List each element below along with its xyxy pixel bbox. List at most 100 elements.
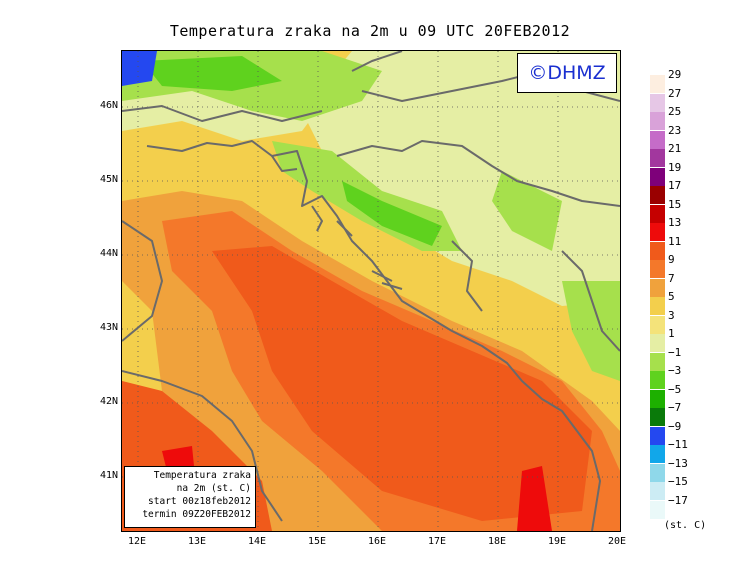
lon-label: 16E <box>367 536 387 547</box>
legend-label: 15 <box>668 197 682 211</box>
legend-row: 3 <box>650 309 738 334</box>
lon-label: 12E <box>127 536 147 547</box>
lat-label: 41N <box>99 470 118 481</box>
legend-row: −13 <box>650 457 738 482</box>
legend-swatch <box>650 75 665 93</box>
legend-swatch <box>650 112 665 130</box>
legend-swatch <box>650 482 665 500</box>
legend-row: −15 <box>650 476 738 500</box>
legend-row: −5 <box>650 383 738 408</box>
legend-swatch <box>650 315 665 334</box>
legend-swatch <box>650 204 665 223</box>
legend-row: 23 <box>650 124 738 149</box>
legend-row: −11 <box>650 439 738 463</box>
field-east-green <box>562 281 620 381</box>
legend-row: −3 <box>650 365 738 389</box>
legend-row: 29 <box>650 69 738 93</box>
lat-label: 46N <box>99 100 118 111</box>
legend-row: 19 <box>650 161 738 186</box>
map-title: Temperatura zraka na 2m u 09 UTC 20FEB20… <box>169 22 571 40</box>
legend-swatch <box>650 93 665 112</box>
legend-label: 9 <box>668 253 675 266</box>
legend-label: −13 <box>668 456 688 470</box>
legend-swatch <box>650 130 665 149</box>
legend-swatch <box>650 260 665 278</box>
dhmz-credit: ©DHMZ <box>517 53 617 93</box>
field-alps-green-dark <box>142 56 282 91</box>
legend-label: 1 <box>668 327 675 340</box>
legend-swatch <box>650 297 665 315</box>
legend-swatch <box>650 334 665 352</box>
legend-row: 25 <box>650 106 738 130</box>
legend-swatch <box>650 167 665 186</box>
legend-row: 11 <box>650 235 738 260</box>
legend-row: 21 <box>650 143 738 167</box>
legend-label: 25 <box>668 105 682 118</box>
legend-row: 5 <box>650 291 738 315</box>
map-canvas <box>122 51 620 531</box>
legend-label: 23 <box>668 123 682 137</box>
legend-row: −7 <box>650 402 738 426</box>
graticule <box>122 51 620 531</box>
lon-label: 18E <box>487 536 507 547</box>
legend-label: 13 <box>668 216 682 229</box>
field-bosnia-green <box>492 171 562 251</box>
lon-label: 17E <box>427 536 447 547</box>
temperature-map <box>121 50 621 532</box>
legend-swatch <box>650 278 665 297</box>
legend-label: 27 <box>668 86 682 100</box>
legend-row: 13 <box>650 217 738 241</box>
legend-units: (st. C) <box>664 520 707 531</box>
lon-label: 14E <box>247 536 267 547</box>
legend-row: 17 <box>650 180 738 204</box>
legend-swatch <box>650 389 665 408</box>
legend-swatch <box>650 223 665 241</box>
lon-label: 13E <box>187 536 207 547</box>
field-red-italy <box>162 446 194 471</box>
legend-label: −17 <box>668 493 688 507</box>
legend-row: 9 <box>650 254 738 278</box>
field-red-patch <box>517 466 552 531</box>
legend-label: 3 <box>668 308 675 322</box>
legend-label: −15 <box>668 475 688 488</box>
legend-row: −17 <box>650 494 738 519</box>
legend-label: 17 <box>668 179 682 192</box>
info-line-1: Temperatura zraka <box>153 470 251 481</box>
lon-label: 20E <box>607 536 627 547</box>
lat-label: 43N <box>99 322 118 333</box>
legend-row: 1 <box>650 328 738 352</box>
legend-swatch <box>650 426 665 445</box>
legend-label: 21 <box>668 142 682 155</box>
lat-label: 44N <box>99 248 118 259</box>
legend-swatch <box>650 186 665 204</box>
legend-row: 15 <box>650 198 738 223</box>
legend-label: −11 <box>668 438 688 451</box>
info-box: Temperatura zraka na 2m (st. C) start 00… <box>124 466 256 528</box>
legend-row: −9 <box>650 420 738 445</box>
field-dinaric-green-dark <box>342 181 442 246</box>
legend-row: −1 <box>650 346 738 371</box>
info-line-3: start 00z18feb2012 <box>148 496 251 507</box>
lat-label: 45N <box>99 174 118 185</box>
field-sea-hot <box>212 246 592 521</box>
legend-label: 5 <box>668 290 675 303</box>
legend-label: −3 <box>668 364 682 377</box>
legend-label: 7 <box>668 271 675 285</box>
legend-swatch <box>650 149 665 167</box>
legend-swatch <box>650 500 665 519</box>
field-alps-blue <box>122 51 157 86</box>
legend-label: −5 <box>668 382 682 396</box>
legend-label: −1 <box>668 345 682 359</box>
legend-label: −7 <box>668 401 682 414</box>
legend-swatch <box>650 445 665 463</box>
legend-swatch <box>650 408 665 426</box>
legend-label: −9 <box>668 419 682 433</box>
legend-row: 27 <box>650 87 738 112</box>
legend-label: 29 <box>668 68 682 81</box>
info-line-4: termin 09Z20FEB2012 <box>142 509 251 520</box>
lon-label: 15E <box>307 536 327 547</box>
info-line-2: na 2m (st. C) <box>176 483 251 494</box>
lat-label: 42N <box>99 396 118 407</box>
legend-swatch <box>650 241 665 260</box>
legend-swatch <box>650 352 665 371</box>
